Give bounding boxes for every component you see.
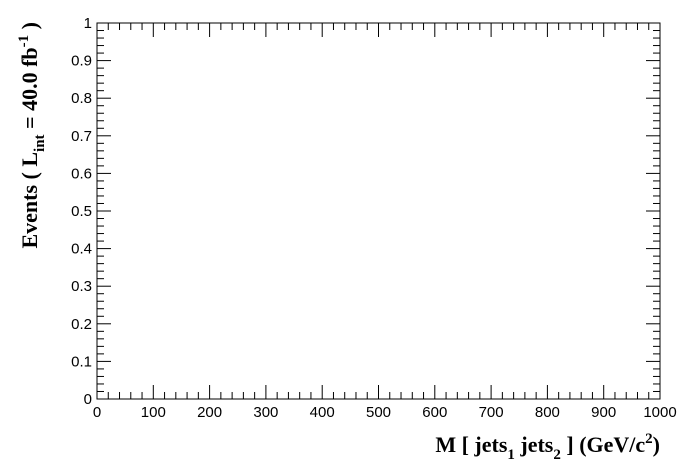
y-tick-label: 0.6 xyxy=(71,165,92,182)
x-tick-label: 900 xyxy=(591,404,616,421)
x-axis-title-sub1: 1 xyxy=(507,447,515,463)
x-tick-label: 100 xyxy=(141,404,166,421)
y-tick-label: 0.9 xyxy=(71,53,92,70)
y-tick-label: 0.8 xyxy=(71,90,92,107)
x-tick-label: 500 xyxy=(366,404,391,421)
x-tick-label: 700 xyxy=(479,404,504,421)
x-tick-label: 400 xyxy=(310,404,335,421)
x-axis-title-tail: ] (GeV/c xyxy=(561,432,646,457)
x-axis-title-close: ) xyxy=(653,432,660,457)
tick-marks xyxy=(96,22,661,400)
y-axis-title: Events ( Lint = 40.0 fb-1 ) xyxy=(16,22,48,249)
x-axis-title-sup: 2 xyxy=(645,431,653,447)
x-axis-title-sub2: 2 xyxy=(553,447,561,463)
x-tick-label: 300 xyxy=(253,404,278,421)
y-tick-label: 0.2 xyxy=(71,316,92,333)
x-tick-label: 1000 xyxy=(643,404,676,421)
x-tick-label: 200 xyxy=(197,404,222,421)
y-axis-title-main: Events ( L xyxy=(17,152,42,249)
y-tick-label: 0.1 xyxy=(71,353,92,370)
x-axis-title: M [ jets1 jets2 ] (GeV/c2) xyxy=(435,431,660,463)
y-axis-title-sub: int xyxy=(32,134,48,152)
x-axis-title-mid: jets xyxy=(515,432,554,457)
x-tick-label: 0 xyxy=(93,404,101,421)
y-axis-title-sup: -1 xyxy=(16,35,32,48)
y-tick-label: 0.5 xyxy=(71,203,92,220)
x-tick-label: 600 xyxy=(422,404,447,421)
plot-frame xyxy=(96,22,661,400)
y-tick-label: 0.7 xyxy=(71,128,92,145)
y-tick-label: 1 xyxy=(84,15,92,32)
x-tick-label: 800 xyxy=(535,404,560,421)
y-axis-title-mid: = 40.0 fb xyxy=(17,47,42,134)
y-tick-labels: 0 0.1 0.2 0.3 0.4 0.5 0.6 0.7 0.8 0.9 1 xyxy=(71,15,92,408)
y-tick-label: 0.3 xyxy=(71,278,92,295)
x-tick-labels: 0 100 200 300 400 500 600 700 800 900 1000 xyxy=(93,404,677,421)
y-tick-label: 0 xyxy=(84,391,92,408)
y-tick-label: 0.4 xyxy=(71,241,92,258)
x-axis-title-main: M [ jets xyxy=(435,432,508,457)
y-axis-title-close: ) xyxy=(17,22,42,35)
